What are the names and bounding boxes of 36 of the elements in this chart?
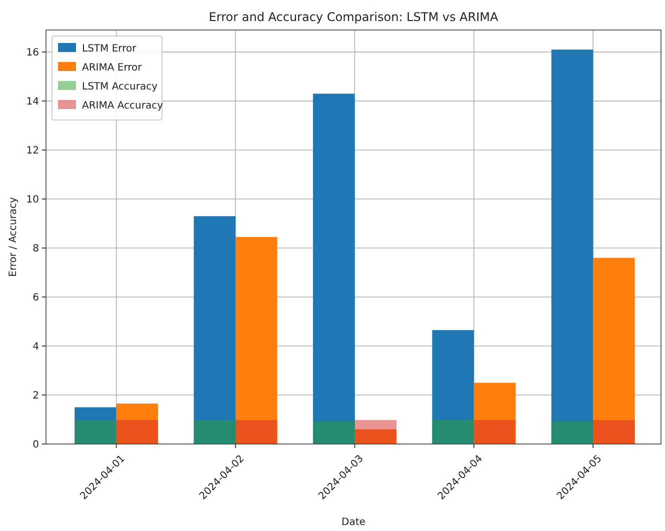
y-axis-title: Error / Accuracy [8,197,19,277]
bar [236,237,278,444]
bar [194,420,236,444]
bar [354,420,396,444]
y-tick-label: 10 [26,194,39,206]
legend-label: ARIMA Accuracy [82,100,164,112]
bar [312,94,355,444]
bar [593,420,635,444]
y-tick-label: 14 [26,96,39,108]
bar [74,407,116,444]
legend-label: LSTM Error [82,44,138,54]
legend-label: ARIMA Error [82,62,143,74]
bar [593,258,635,444]
bar [474,420,516,444]
y-tick-label: 4 [32,342,39,353]
legend-label: LSTM Accuracy [82,82,158,92]
bar [194,216,236,444]
bar [432,420,474,444]
y-tick-label: 0 [32,440,39,450]
bar [354,429,396,444]
y-tick-label: 8 [32,244,39,255]
bar [116,404,158,444]
bar [432,330,474,444]
bar [551,421,594,444]
bar [474,382,516,444]
chart-title: Error and Accuracy Comparison: LSTM vs ARIMA [208,10,499,24]
y-tick-label: 2 [32,390,39,402]
y-tick-label: 16 [26,48,39,59]
bar [74,420,116,444]
bar [236,420,278,444]
y-tick-label: 12 [26,146,39,157]
bar [312,421,355,444]
x-axis-title: Date [342,517,366,528]
y-tick-label: 6 [32,292,39,304]
bar [116,420,158,444]
bar [551,50,594,444]
